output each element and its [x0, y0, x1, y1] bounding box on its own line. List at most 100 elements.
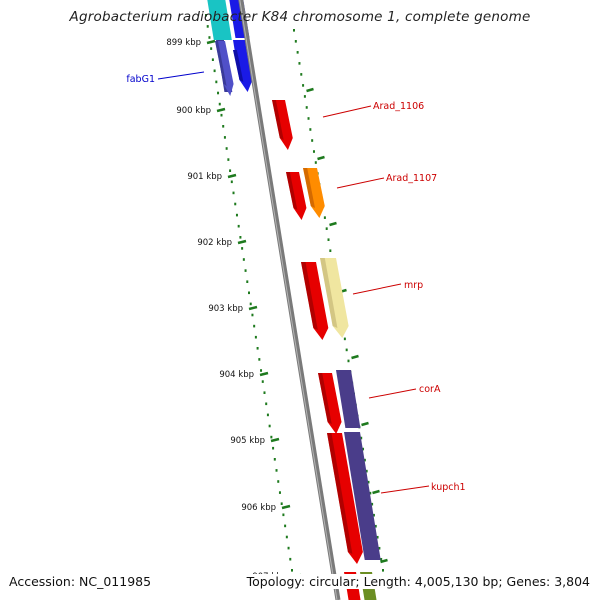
inner-dot	[280, 502, 283, 505]
inner-dot	[289, 557, 292, 561]
outer-dot	[302, 84, 305, 87]
tick-label: 900 kbp	[176, 106, 211, 116]
outer-dot	[345, 348, 348, 352]
gene-leader-line	[322, 105, 372, 118]
outer-dot	[365, 469, 368, 473]
tick-label: 906 kbp	[241, 503, 276, 513]
inner-dot	[232, 191, 235, 195]
inner-dot	[205, 14, 207, 17]
tick-label: 903 kbp	[208, 304, 243, 314]
inner-dot	[218, 102, 221, 106]
gene-mrp[interactable]	[320, 258, 349, 338]
outer-dot	[307, 117, 310, 120]
tick-mark	[248, 305, 258, 311]
outer-tick-mark	[329, 221, 337, 227]
outer-dot	[382, 569, 384, 572]
inner-dot	[256, 347, 259, 350]
tick-mark	[259, 371, 269, 377]
gene-arad-1107[interactable]	[303, 168, 325, 218]
gene-label[interactable]: fabG1	[126, 74, 155, 85]
outer-dot	[303, 95, 306, 98]
inner-dot	[249, 302, 252, 306]
inner-dot	[244, 269, 247, 272]
outer-dot	[300, 73, 303, 76]
inner-dot	[230, 180, 233, 184]
gene-fabG1-gap[interactable]	[224, 40, 242, 92]
gene-features	[207, 0, 381, 600]
inner-dot	[227, 158, 230, 161]
outer-dot	[305, 106, 308, 109]
inner-dot	[254, 335, 257, 339]
accession-text: Accession: NC_011985	[7, 574, 154, 589]
gene-red-kupch1[interactable]	[327, 433, 363, 564]
tick-label: 904 kbp	[219, 370, 254, 380]
gene-blue-arrow[interactable]	[233, 50, 253, 92]
inner-dot	[266, 413, 269, 417]
gene-red-cora[interactable]	[318, 373, 342, 434]
gene-label[interactable]: corA	[419, 384, 441, 395]
outer-tick-mark	[317, 155, 325, 161]
inner-dot	[261, 380, 264, 383]
inner-dot	[284, 524, 287, 528]
tick-mark	[206, 39, 216, 45]
outer-dot	[314, 161, 317, 164]
inner-dot	[217, 91, 220, 95]
gene-arad-1107-red[interactable]	[286, 172, 307, 220]
gene-label[interactable]: Arad_1107	[386, 173, 437, 184]
gene-arad-1107-shade	[303, 168, 315, 208]
inner-dot	[239, 236, 242, 239]
gene-fabG1[interactable]	[215, 41, 234, 96]
tick-label: 901 kbp	[187, 172, 222, 182]
gene-top-cyan[interactable]	[207, 0, 232, 40]
gene-red-cora-shade	[318, 373, 332, 424]
gene-label[interactable]: kupch1	[431, 482, 466, 493]
inner-dot	[241, 247, 244, 250]
inner-dot	[225, 147, 228, 150]
outer-dot	[376, 535, 379, 539]
outer-dot	[367, 480, 370, 484]
outer-dot	[360, 436, 363, 440]
gene-arad-1106[interactable]	[272, 100, 293, 150]
gene-kupch1[interactable]	[344, 432, 381, 560]
gene-red-kupch1-shade	[327, 433, 353, 554]
outer-tick-mark	[361, 421, 369, 427]
inner-dot	[213, 69, 216, 73]
outer-dot	[323, 216, 326, 219]
outer-dot	[372, 513, 375, 517]
tick-mark	[227, 173, 237, 179]
inner-dot	[246, 280, 249, 283]
inner-dot	[275, 469, 278, 472]
inner-dot	[272, 446, 275, 450]
tick-label: 905 kbp	[230, 436, 265, 446]
inner-dot	[222, 125, 225, 128]
gene-blue-arrow-shade	[233, 50, 244, 82]
outer-dot	[363, 458, 366, 462]
outer-dot	[311, 139, 314, 142]
gene-mrp-red[interactable]	[301, 262, 329, 340]
outer-dot	[329, 249, 332, 253]
tick-label: 902 kbp	[197, 238, 232, 248]
outer-dot	[325, 227, 328, 230]
gene-corA[interactable]	[336, 370, 361, 428]
outer-tick-mark	[351, 354, 359, 360]
inner-dot	[291, 569, 293, 572]
gene-leader-line	[157, 71, 205, 80]
inner-dot	[270, 435, 273, 439]
outer-dot	[378, 546, 381, 550]
outer-dot	[343, 337, 346, 341]
outer-dot	[294, 40, 297, 43]
inner-dot	[277, 480, 280, 483]
inner-dot	[237, 224, 240, 228]
inner-dot	[211, 58, 214, 61]
inner-dot	[273, 458, 276, 461]
inner-dot	[285, 535, 288, 539]
inner-dot	[253, 324, 256, 328]
gene-label[interactable]: Arad_1106	[373, 101, 424, 112]
topology-summary: Topology: circular; Length: 4,005,130 bp…	[244, 574, 592, 589]
outer-dot	[296, 51, 299, 54]
gene-mrp-red-shade	[301, 262, 318, 330]
inner-dot	[220, 113, 223, 117]
outer-dot	[374, 524, 377, 528]
gene-label[interactable]: mrp	[404, 280, 423, 291]
